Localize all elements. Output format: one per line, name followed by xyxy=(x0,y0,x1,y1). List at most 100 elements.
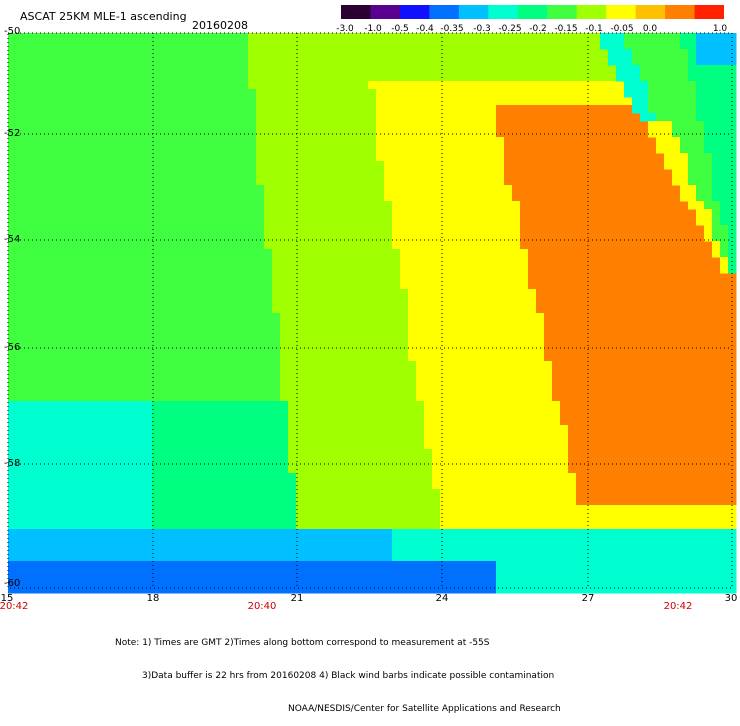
swath-cell xyxy=(48,57,57,66)
swath-cell xyxy=(352,145,361,154)
swath-cell xyxy=(240,257,249,266)
swath-cell xyxy=(448,257,457,266)
swath-cell xyxy=(680,433,689,442)
swath-cell xyxy=(48,441,57,450)
swath-cell xyxy=(80,137,89,146)
swath-cell xyxy=(328,57,337,66)
swath-cell xyxy=(672,345,681,354)
swath-cell xyxy=(264,129,273,138)
swath-cell xyxy=(184,121,193,130)
swath-cell xyxy=(240,81,249,90)
swath-cell xyxy=(528,209,537,218)
swath-cell xyxy=(472,161,481,170)
swath-cell xyxy=(448,353,457,362)
swath-cell xyxy=(280,401,289,410)
swath-cell xyxy=(640,193,649,202)
swath-cell xyxy=(80,297,89,306)
swath-cell xyxy=(80,193,89,202)
swath-cell xyxy=(112,337,121,346)
swath-cell xyxy=(624,321,633,330)
swath-cell xyxy=(632,353,641,362)
swath-cell xyxy=(216,121,225,130)
swath-cell xyxy=(296,369,305,378)
swath-cell xyxy=(112,65,121,74)
swath-cell xyxy=(536,81,545,90)
swath-cell xyxy=(704,265,713,274)
swath-cell xyxy=(664,305,673,314)
swath-cell xyxy=(152,361,161,370)
swath-cell xyxy=(352,121,361,130)
swath-cell xyxy=(624,345,633,354)
swath-cell xyxy=(352,417,361,426)
swath-cell xyxy=(496,193,505,202)
swath-cell xyxy=(48,209,57,218)
swath-cell xyxy=(600,121,609,130)
swath-cell xyxy=(632,433,641,442)
swath-cell xyxy=(40,369,49,378)
swath-cell xyxy=(8,193,17,202)
swath-cell xyxy=(216,113,225,122)
swath-cell xyxy=(520,73,529,82)
swath-cell xyxy=(72,465,81,474)
swath-cell xyxy=(72,393,81,402)
swath-cell xyxy=(264,361,273,370)
swath-cell xyxy=(64,361,73,370)
swath-cell xyxy=(552,273,561,282)
swath-cell xyxy=(576,257,585,266)
swath-cell xyxy=(576,209,585,218)
swath-cell xyxy=(688,305,697,314)
swath-cell xyxy=(344,441,353,450)
swath-cell xyxy=(528,89,537,98)
swath-cell xyxy=(496,289,505,298)
swath-cell xyxy=(232,273,241,282)
swath-cell xyxy=(552,313,561,322)
swath-cell xyxy=(496,409,505,418)
swath-cell xyxy=(640,457,649,466)
swath-cell xyxy=(392,241,401,250)
swath-cell xyxy=(352,249,361,258)
swath-cell xyxy=(416,345,425,354)
swath-cell xyxy=(136,377,145,386)
swath-cell xyxy=(120,49,129,58)
swath-cell xyxy=(624,313,633,322)
swath-cell xyxy=(64,89,73,98)
swath-cell xyxy=(360,369,369,378)
swath-cell xyxy=(16,361,25,370)
swath-cell xyxy=(464,433,473,442)
swath-cell xyxy=(368,425,377,434)
swath-cell xyxy=(392,73,401,82)
swath-cell xyxy=(496,321,505,330)
swath-cell xyxy=(512,377,521,386)
swath-cell xyxy=(360,409,369,418)
swath-cell xyxy=(280,265,289,274)
swath-cell xyxy=(608,433,617,442)
swath-cell xyxy=(72,105,81,114)
swath-cell xyxy=(504,169,513,178)
swath-cell xyxy=(520,49,529,58)
swath-cell xyxy=(520,417,529,426)
swath-cell xyxy=(392,313,401,322)
swath-cell xyxy=(440,201,449,210)
swath-cell xyxy=(712,337,721,346)
swath-cell xyxy=(528,241,537,250)
swath-cell xyxy=(472,137,481,146)
swath-cell xyxy=(128,409,137,418)
swath-cell xyxy=(280,441,289,450)
swath-cell xyxy=(56,249,65,258)
swath-cell xyxy=(528,97,537,106)
swath-cell xyxy=(48,129,57,138)
swath-cell xyxy=(680,425,689,434)
swath-cell xyxy=(568,145,577,154)
swath-cell xyxy=(448,377,457,386)
swath-cell xyxy=(616,297,625,306)
swath-cell xyxy=(536,273,545,282)
swath-cell xyxy=(488,113,497,122)
swath-cell xyxy=(408,217,417,226)
swath-cell xyxy=(512,81,521,90)
swath-cell xyxy=(168,321,177,330)
swath-cell xyxy=(184,345,193,354)
swath-cell xyxy=(568,113,577,122)
swath-cell xyxy=(544,241,553,250)
swath-cell xyxy=(320,225,329,234)
swath-cell xyxy=(200,265,209,274)
